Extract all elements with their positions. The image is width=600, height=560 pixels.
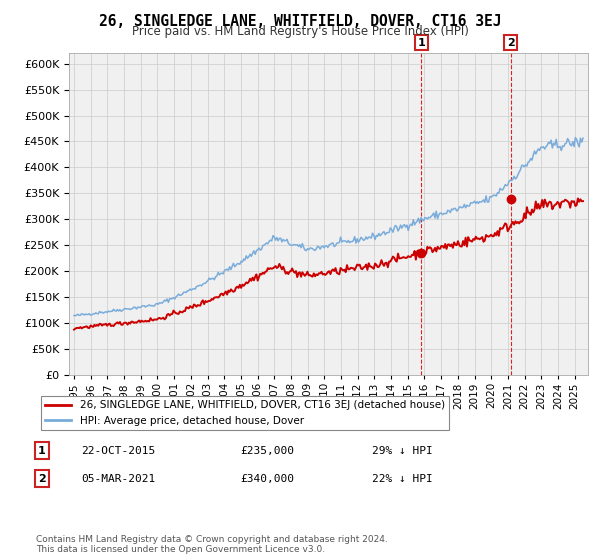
Text: £235,000: £235,000 <box>240 446 294 456</box>
Text: 1: 1 <box>418 38 425 48</box>
Legend: 26, SINGLEDGE LANE, WHITFIELD, DOVER, CT16 3EJ (detached house), HPI: Average pr: 26, SINGLEDGE LANE, WHITFIELD, DOVER, CT… <box>41 396 449 430</box>
Text: Contains HM Land Registry data © Crown copyright and database right 2024.
This d: Contains HM Land Registry data © Crown c… <box>36 535 388 554</box>
Text: £340,000: £340,000 <box>240 474 294 484</box>
Text: 22-OCT-2015: 22-OCT-2015 <box>81 446 155 456</box>
Text: Price paid vs. HM Land Registry's House Price Index (HPI): Price paid vs. HM Land Registry's House … <box>131 25 469 38</box>
Text: 2: 2 <box>38 474 46 484</box>
Text: 05-MAR-2021: 05-MAR-2021 <box>81 474 155 484</box>
Text: 1: 1 <box>38 446 46 456</box>
Text: 22% ↓ HPI: 22% ↓ HPI <box>372 474 433 484</box>
Text: 2: 2 <box>507 38 515 48</box>
Text: 26, SINGLEDGE LANE, WHITFIELD, DOVER, CT16 3EJ: 26, SINGLEDGE LANE, WHITFIELD, DOVER, CT… <box>99 14 501 29</box>
Text: 29% ↓ HPI: 29% ↓ HPI <box>372 446 433 456</box>
